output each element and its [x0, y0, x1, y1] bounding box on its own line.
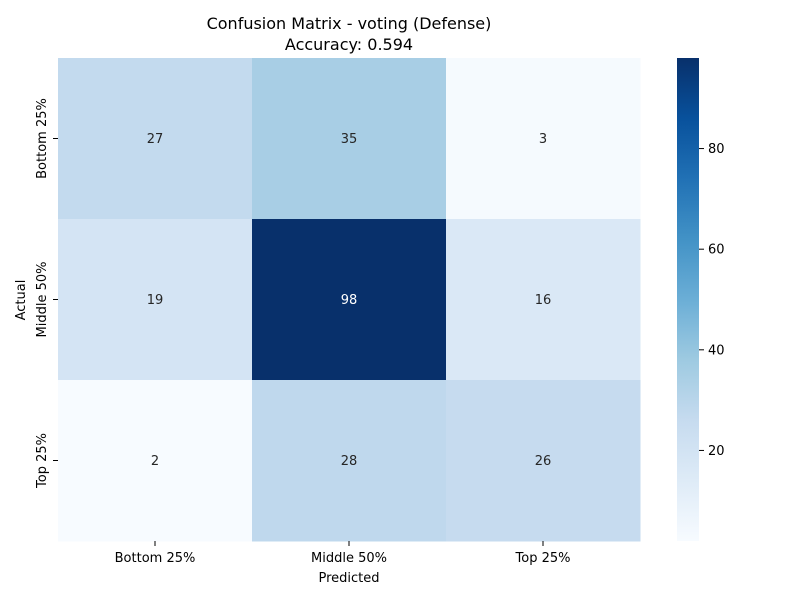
chart-title: Confusion Matrix - voting (Defense) [207, 14, 492, 33]
cell-value-label: 28 [341, 454, 358, 469]
x-axis-ticks: Bottom 25% Middle 50% Top 25% [115, 541, 571, 566]
cell-value-label: 3 [539, 132, 547, 147]
heatmap-cell [58, 380, 253, 542]
y-tick-label: Bottom 25% [35, 98, 50, 179]
heatmap-cell [252, 219, 447, 381]
heatmap-cell-labels: 27 35 3 19 98 16 2 28 26 [147, 132, 552, 469]
cell-value-label: 2 [151, 454, 159, 469]
heatmap-cell [252, 58, 447, 220]
colorbar-tick-label: 60 [708, 243, 725, 258]
heatmap-cell [252, 380, 447, 542]
cell-value-label: 16 [535, 293, 552, 308]
heatmap-cell [446, 380, 641, 542]
heatmap-cells [58, 58, 641, 542]
y-tick-label: Middle 50% [35, 262, 50, 338]
cell-value-label: 27 [147, 132, 164, 147]
y-tick-label: Top 25% [35, 433, 50, 489]
heatmap-cell [58, 219, 253, 381]
x-axis-label: Predicted [318, 571, 379, 586]
colorbar-ticks: 20 40 60 80 [699, 142, 725, 459]
heatmap-cell [446, 58, 641, 220]
colorbar [677, 58, 699, 541]
x-tick-label: Middle 50% [311, 551, 387, 566]
heatmap-cell [58, 58, 253, 220]
colorbar-tick-label: 20 [708, 444, 725, 459]
y-axis-label: Actual [14, 280, 29, 321]
x-tick-label: Top 25% [515, 551, 571, 566]
cell-value-label: 19 [147, 293, 164, 308]
y-axis-ticks: Bottom 25% Middle 50% Top 25% [35, 98, 58, 489]
chart-subtitle: Accuracy: 0.594 [285, 35, 413, 54]
colorbar-tick-label: 80 [708, 142, 725, 157]
x-tick-label: Bottom 25% [115, 551, 196, 566]
cell-value-label: 35 [341, 132, 358, 147]
colorbar-tick-label: 40 [708, 343, 725, 358]
cell-value-label: 26 [535, 454, 552, 469]
cell-value-label: 98 [341, 293, 358, 308]
heatmap-cell [446, 219, 641, 381]
